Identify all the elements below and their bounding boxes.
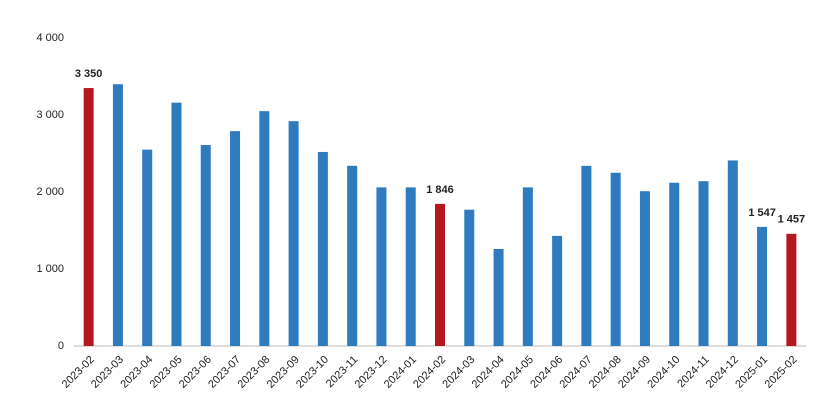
value-label: 1 547 — [748, 207, 776, 219]
y-tick-label: 1 000 — [36, 263, 64, 275]
bar — [493, 248, 504, 346]
x-tick-label: 2025-02 — [763, 354, 800, 391]
bar — [83, 88, 94, 347]
bar — [786, 233, 797, 346]
bar — [435, 203, 445, 346]
bar — [171, 102, 182, 347]
bar — [610, 172, 621, 346]
bar — [639, 191, 650, 346]
bar — [464, 209, 475, 346]
bar — [288, 121, 299, 346]
bar — [552, 235, 563, 346]
bar — [376, 187, 387, 346]
x-tick-label: 2023-10 — [294, 354, 331, 391]
y-tick-label: 4 000 — [36, 32, 64, 44]
bar — [317, 151, 328, 346]
bar — [698, 181, 709, 346]
bar — [581, 165, 592, 346]
bar — [405, 187, 416, 346]
y-tick-label: 0 — [58, 340, 64, 352]
value-label: 1 457 — [778, 214, 806, 226]
bar — [347, 165, 358, 346]
value-label: 1 846 — [426, 184, 454, 196]
bar — [727, 160, 738, 346]
bar — [200, 145, 211, 346]
y-tick-label: 3 000 — [36, 109, 64, 121]
bar — [522, 187, 533, 346]
y-tick-label: 2 000 — [36, 186, 64, 198]
bar — [112, 84, 123, 346]
bar — [757, 226, 768, 346]
value-label: 3 350 — [75, 68, 103, 80]
bar — [142, 149, 153, 346]
bar — [259, 111, 270, 347]
x-tick-label: 2024-10 — [645, 354, 682, 391]
bar — [230, 131, 241, 346]
bar — [669, 182, 680, 346]
